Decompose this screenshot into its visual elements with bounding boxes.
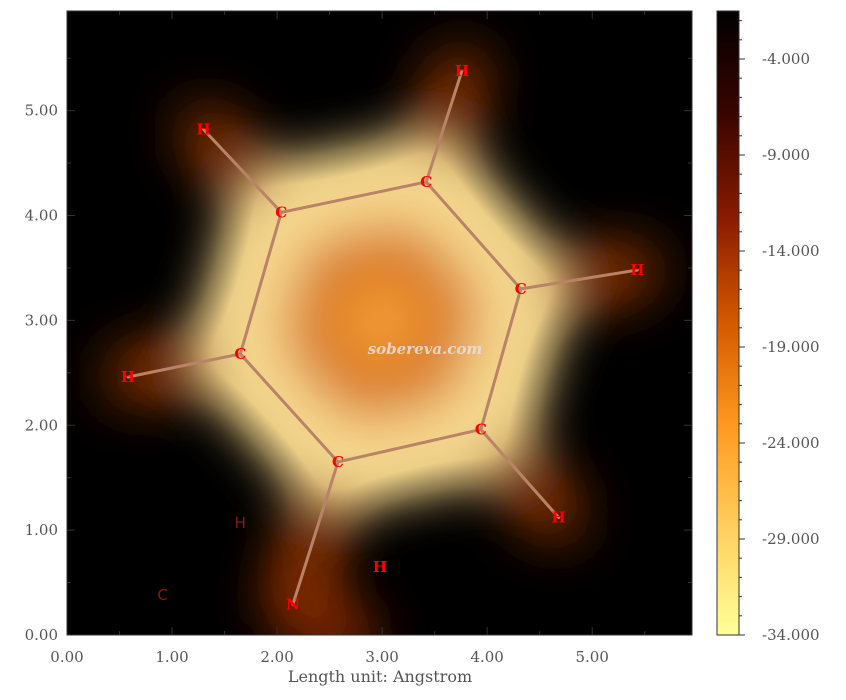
atom-label-6: H bbox=[196, 121, 210, 139]
colorbar bbox=[716, 10, 740, 636]
x-tick-label-4: 4.00 bbox=[470, 648, 503, 666]
x-tick-label-1: 1.00 bbox=[155, 648, 188, 666]
bond-8 bbox=[519, 268, 639, 291]
bond-6 bbox=[202, 128, 283, 214]
atom-label-8: H bbox=[630, 261, 644, 279]
colorbar-label-1: -9.000 bbox=[762, 146, 810, 164]
x-tick-label-2: 2.00 bbox=[260, 648, 293, 666]
bond-5 bbox=[238, 210, 283, 356]
colorbar-label-4: -24.000 bbox=[762, 434, 820, 452]
bond-9 bbox=[479, 427, 561, 520]
atom-label-2: C bbox=[515, 280, 527, 298]
atom-label-3: C bbox=[475, 420, 487, 438]
atom-label-14: C bbox=[157, 586, 167, 604]
density-tail bbox=[272, 584, 370, 635]
x-tick-label-0: 0.00 bbox=[50, 648, 83, 666]
atom-label-12: H bbox=[373, 558, 387, 576]
bond-layer bbox=[126, 69, 639, 607]
colorbar-label-6: -34.000 bbox=[762, 626, 820, 644]
bond-11 bbox=[291, 460, 340, 607]
bond-0 bbox=[279, 180, 428, 214]
plot-frame bbox=[66, 10, 693, 636]
y-axis: 0.00 1.00 2.00 3.00 4.00 5.00 bbox=[25, 57, 692, 644]
colorbar-axis: -4.000 -9.000 -14.000 -19.000 -24.000 -29.000… bbox=[739, 20, 820, 644]
bond-3 bbox=[336, 427, 483, 464]
y-tick-label-5: 5.00 bbox=[25, 102, 58, 120]
bond-2 bbox=[479, 287, 523, 431]
atom-label-11: N bbox=[286, 596, 300, 614]
atom-label-10: H bbox=[121, 368, 135, 386]
watermark: sobereva.com bbox=[368, 340, 483, 358]
atom-label-7: H bbox=[455, 62, 469, 80]
x-axis-title: Length unit: Angstrom bbox=[288, 667, 472, 686]
bond-7 bbox=[424, 69, 464, 184]
bond-10 bbox=[126, 352, 242, 379]
y-tick-label-4: 4.00 bbox=[25, 207, 58, 225]
y-tick-label-0: 0.00 bbox=[25, 626, 58, 644]
colorbar-label-0: -4.000 bbox=[762, 50, 810, 68]
y-tick-label-1: 1.00 bbox=[25, 521, 58, 539]
density-ring-center bbox=[335, 275, 428, 368]
atom-label-5: C bbox=[234, 345, 246, 363]
atom-label-9: H bbox=[552, 509, 566, 527]
colorbar-label-5: -29.000 bbox=[762, 530, 820, 548]
atom-label-1: C bbox=[420, 173, 432, 191]
x-tick-label-3: 3.00 bbox=[365, 648, 398, 666]
colorbar-label-3: -19.000 bbox=[762, 338, 820, 356]
atom-label-13: H bbox=[235, 514, 246, 532]
y-tick-label-2: 2.00 bbox=[25, 416, 58, 434]
x-axis: 0.00 1.00 2.00 3.00 4.00 5.00 bbox=[50, 11, 646, 666]
bond-4 bbox=[238, 352, 340, 464]
bond-1 bbox=[424, 180, 523, 291]
x-tick-label-5: 5.00 bbox=[576, 648, 609, 666]
atom-layer: C C C C C C H H H H H N H H C bbox=[121, 62, 645, 614]
atom-label-0: C bbox=[275, 203, 287, 221]
colorbar-label-2: -14.000 bbox=[762, 242, 820, 260]
atom-label-4: C bbox=[332, 453, 344, 471]
y-tick-label-3: 3.00 bbox=[25, 311, 58, 329]
